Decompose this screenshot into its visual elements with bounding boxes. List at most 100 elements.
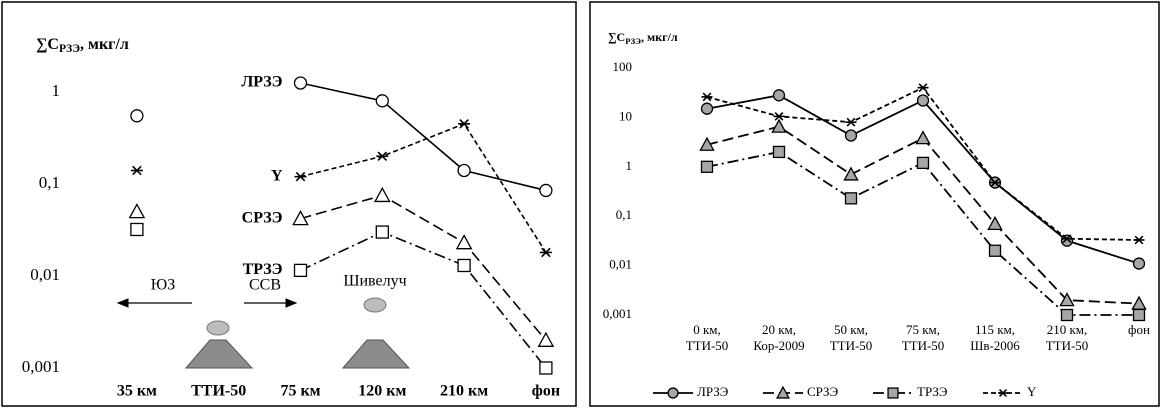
marker-stroke: [541, 247, 551, 258]
marker-stroke: [918, 83, 928, 93]
annotation: ССВ: [249, 277, 281, 294]
series-label: Y: [271, 167, 283, 184]
x-tick-label: 210 км: [440, 383, 488, 400]
marker-stroke: [459, 119, 469, 129]
marker: [539, 361, 553, 375]
y-tick-label: 0,01: [609, 257, 632, 272]
marker: [987, 215, 1003, 231]
marker: [539, 247, 552, 258]
y-axis-label-part: РЗЭ: [625, 36, 641, 46]
marker: [988, 244, 1002, 257]
marker: [916, 94, 930, 107]
marker-stroke: [846, 117, 856, 127]
marker: [844, 129, 858, 142]
marker: [772, 145, 786, 159]
annotation: Шивелуч: [343, 273, 406, 290]
marker: [699, 136, 715, 151]
x-tick-label: ТТИ-50: [1046, 338, 1089, 353]
legend-label: Y: [1027, 384, 1037, 399]
marker: [1133, 235, 1145, 245]
marker: [375, 225, 389, 239]
legend-label: СРЗЭ: [807, 384, 839, 399]
x-tick-label: фон: [532, 383, 560, 400]
left-frame: [1, 1, 577, 407]
series-label: СРЗЭ: [242, 209, 283, 226]
marker: [1060, 308, 1074, 322]
marker: [700, 102, 714, 115]
marker: [292, 210, 309, 226]
x-tick-label: 120 км: [358, 383, 406, 400]
marker-stroke: [377, 151, 388, 162]
y-tick-label: 0,1: [39, 173, 60, 192]
y-axis-label: ∑CРЗЭ, мкг/л: [608, 30, 678, 46]
series-label: ТРЗЭ: [243, 261, 283, 278]
marker: [457, 163, 471, 178]
marker: [989, 178, 1001, 187]
x-tick-label: ТТИ-50: [686, 338, 729, 353]
marker: [700, 160, 714, 173]
marker-stroke: [295, 171, 306, 182]
x-tick-label: 20 км,: [762, 322, 796, 337]
marker: [887, 387, 899, 399]
arrow-head: [116, 298, 129, 308]
marker-stroke: [998, 388, 1008, 398]
marker: [293, 263, 308, 278]
x-tick-label: фон: [1128, 322, 1150, 337]
marker: [455, 234, 473, 250]
marker: [294, 171, 307, 182]
marker: [998, 388, 1008, 398]
scheme: [116, 297, 411, 369]
marker: [916, 156, 930, 170]
marker-stroke: [132, 165, 142, 176]
marker-stroke: [1134, 235, 1144, 245]
marker: [844, 192, 858, 205]
marker: [771, 118, 787, 133]
y-axis-label: ∑CРЗЭ, мкг/л: [36, 36, 129, 55]
marker: [701, 92, 713, 102]
marker: [293, 76, 308, 90]
arrow-head: [285, 298, 298, 308]
marker: [1060, 234, 1074, 247]
x-tick-label: 75 км,: [906, 322, 940, 337]
cloud: [206, 320, 230, 336]
marker: [773, 111, 785, 121]
marker: [130, 109, 144, 123]
marker: [537, 331, 555, 347]
volcano: [184, 339, 254, 369]
marker: [458, 119, 471, 129]
x-tick-label: 115 км,: [975, 322, 1015, 337]
y-tick-label: 0,1: [616, 207, 632, 222]
y-tick-label: 1: [626, 158, 633, 173]
y-axis-label-part: ∑C: [608, 30, 625, 44]
x-tick-label: 75 км: [280, 383, 320, 400]
cloud: [363, 297, 387, 313]
x-tick-label: 0 км,: [693, 322, 721, 337]
series-label: ЛРЗЭ: [241, 74, 282, 91]
marker: [845, 117, 857, 127]
x-tick-label: ТТИ-50: [902, 338, 945, 353]
marker: [375, 94, 389, 108]
marker: [128, 203, 146, 219]
x-tick-label: ТТИ-50: [830, 338, 873, 353]
marker: [1132, 257, 1146, 270]
x-tick-label: ТТИ-50: [191, 383, 246, 400]
y-tick-label: 0,001: [603, 306, 632, 321]
y-tick-label: 10: [619, 108, 632, 123]
marker: [130, 165, 143, 176]
marker: [843, 166, 859, 181]
marker: [772, 89, 786, 102]
marker: [917, 83, 929, 93]
legend-label: ТРЗЭ: [917, 384, 948, 399]
marker-stroke: [1062, 234, 1072, 244]
marker-stroke: [990, 178, 1000, 187]
series-line: [300, 82, 547, 192]
x-tick-label: 210 км,: [1047, 322, 1088, 337]
marker: [457, 258, 471, 273]
y-axis-label-part: , мкг/л: [80, 36, 129, 53]
series-line: [300, 122, 547, 253]
series-line: [300, 194, 547, 341]
legend-label: ЛРЗЭ: [697, 384, 729, 399]
y-axis-label-part: ∑C: [36, 36, 59, 53]
